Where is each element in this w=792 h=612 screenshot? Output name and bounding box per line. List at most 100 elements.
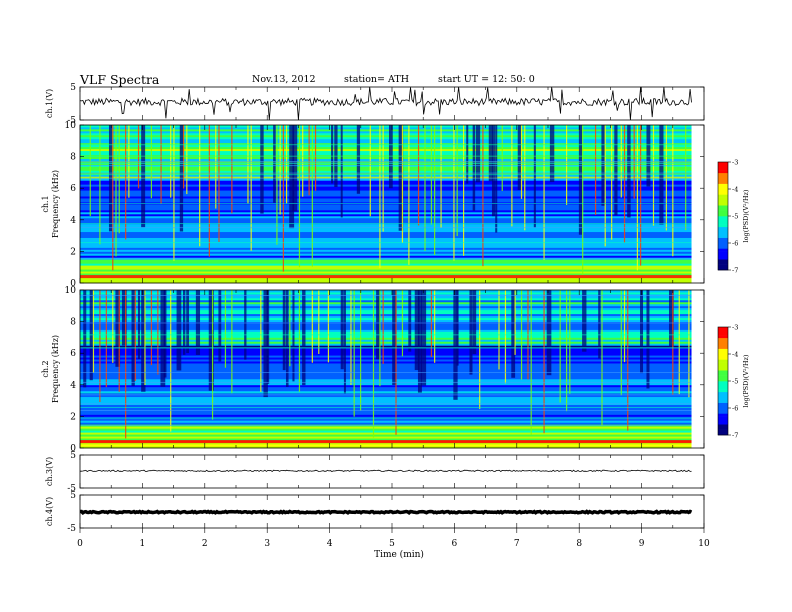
- y-tick-label: 4: [70, 216, 76, 226]
- colorbar-segment: [718, 345, 728, 349]
- quiet-stripe: [614, 125, 618, 216]
- sferic-stripe: [665, 125, 667, 231]
- quiet-stripe: [121, 290, 127, 346]
- freq-band-row: [80, 325, 692, 328]
- freq-band-row: [80, 198, 692, 201]
- sferic-stripe: [231, 290, 233, 394]
- ch1-spectrogram-image: [80, 125, 692, 284]
- freq-band-row: [80, 291, 692, 295]
- colorbar-segment: [718, 189, 728, 192]
- colorbar-segment: [718, 432, 728, 436]
- sferic-stripe: [627, 290, 629, 431]
- sferic-stripe: [565, 290, 568, 412]
- freq-band-row: [80, 158, 692, 161]
- colorbar-segment: [718, 162, 728, 165]
- colorbar-segment: [718, 367, 728, 371]
- colorbar-segment: [718, 178, 728, 182]
- colorbar-segment: [718, 267, 728, 271]
- freq-band-row: [80, 347, 692, 350]
- freq-band-row: [80, 239, 692, 242]
- freq-band-row: [80, 146, 692, 150]
- colorbar-segment: [718, 197, 728, 201]
- colorbar-segment: [718, 370, 728, 374]
- freq-band-row: [80, 233, 692, 236]
- colorbar-segment: [718, 402, 728, 406]
- colorbar-segment: [718, 164, 728, 168]
- freq-band-row: [80, 307, 692, 311]
- freq-band-row: [80, 317, 692, 321]
- quiet-stripe: [285, 290, 289, 387]
- colorbar-segment: [718, 172, 728, 176]
- freq-band-row: [80, 269, 692, 272]
- line-noise-streak: [80, 172, 692, 174]
- sferic-stripe: [279, 125, 281, 215]
- sferic-stripe: [327, 290, 330, 363]
- sferic-stripe: [678, 290, 680, 395]
- colorbar-segment: [718, 213, 728, 217]
- colorbar-segment: [718, 354, 728, 357]
- freq-band-row: [80, 372, 692, 376]
- line-noise-streak: [80, 394, 692, 396]
- freq-band-row: [80, 209, 692, 213]
- colorbar-segment: [718, 383, 728, 387]
- sferic-stripe: [582, 125, 584, 275]
- line-noise-streak: [80, 223, 692, 224]
- sferic-stripe: [672, 290, 674, 395]
- freq-band-row: [80, 243, 692, 246]
- quiet-stripe: [392, 290, 397, 386]
- y-tick-label: 5: [70, 451, 76, 461]
- sferic-stripe: [250, 125, 252, 251]
- freq-band-row: [80, 192, 692, 195]
- freq-band-row: [80, 313, 692, 317]
- sferic-stripe: [401, 125, 404, 244]
- colorbar-segment: [718, 218, 728, 222]
- freq-band-row: [80, 327, 692, 330]
- freq-band-row: [80, 422, 692, 425]
- sferic-stripe: [211, 290, 214, 420]
- freq-band-row: [80, 378, 692, 382]
- freq-band-row: [80, 184, 692, 187]
- quiet-stripe: [218, 290, 222, 362]
- start-time-label: start UT = 12: 50: 0: [438, 74, 535, 85]
- sferic-stripe: [92, 290, 95, 373]
- freq-band-row: [80, 132, 692, 136]
- freq-band-row: [80, 376, 692, 380]
- sferic-stripe: [150, 290, 153, 366]
- quiet-stripe: [598, 290, 601, 359]
- sferic-stripe: [636, 125, 639, 271]
- freq-band-row: [80, 207, 692, 211]
- freq-band-row: [80, 416, 692, 419]
- colorbar-segment: [718, 351, 728, 355]
- sferic-stripe: [112, 125, 114, 271]
- line-noise-streak: [80, 334, 692, 336]
- line-noise-streak: [80, 425, 692, 427]
- freq-band-row: [80, 223, 692, 227]
- colorbar-segment: [718, 391, 728, 395]
- ch1-spectrogram-ylabel-freq: Frequency (kHz): [51, 170, 60, 238]
- sferic-stripe: [559, 290, 561, 403]
- freq-band-row: [80, 410, 692, 413]
- freq-band-row: [80, 446, 692, 449]
- line-noise-streak: [80, 203, 692, 205]
- sferic-stripe: [208, 125, 210, 257]
- sferic-stripe: [215, 125, 217, 209]
- colorbar-segment: [718, 205, 728, 209]
- freq-band-row: [80, 412, 692, 415]
- freq-band-row: [80, 166, 692, 169]
- sferic-stripe: [417, 125, 420, 226]
- colorbar-tick-label: -6: [732, 240, 738, 248]
- quiet-stripe: [472, 290, 477, 355]
- sferic-stripe: [543, 290, 545, 434]
- freq-band-row: [80, 172, 692, 175]
- colorbar-segment: [718, 245, 728, 249]
- quiet-stripe: [331, 125, 334, 184]
- x-axis-tick-label: 6: [452, 539, 458, 549]
- colorbar-segment: [718, 337, 728, 341]
- quiet-stripe: [469, 290, 473, 375]
- quiet-stripe: [131, 290, 135, 387]
- sferic-stripe: [672, 125, 674, 257]
- sferic-stripe: [144, 290, 146, 386]
- sferic-stripe: [170, 290, 172, 432]
- colorbar-segment: [718, 248, 728, 252]
- freq-band-row: [80, 156, 692, 159]
